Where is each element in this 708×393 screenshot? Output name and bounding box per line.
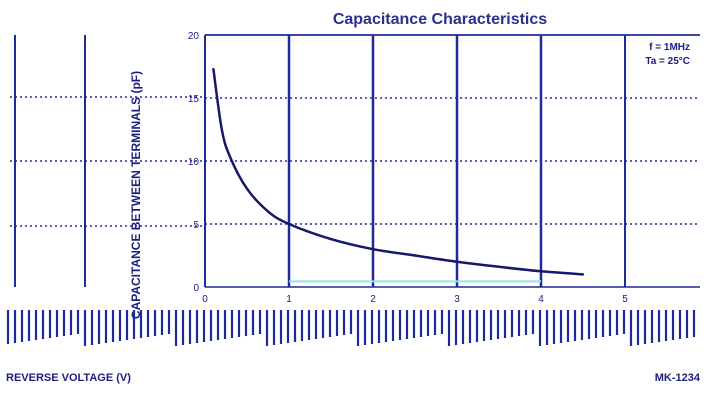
series-point	[497, 265, 501, 269]
series-point	[229, 156, 232, 159]
series-point	[245, 187, 249, 190]
chart-grid	[10, 34, 700, 288]
series-point	[539, 270, 543, 273]
legend-entry: f = 1MHz	[649, 42, 690, 53]
series-point	[413, 254, 417, 257]
x-tick-label: 0	[202, 294, 208, 305]
series-point	[287, 222, 291, 226]
x-axis-label: REVERSE VOLTAGE (V)	[6, 372, 131, 384]
y-tick-label: 10	[188, 157, 200, 168]
x-tick-label: 4	[538, 294, 544, 305]
series-point	[455, 260, 459, 263]
series-point	[371, 248, 375, 251]
y-axis-label: CAPACITANCE BETWEEN TERMINALS (pF)	[129, 71, 143, 319]
chart-ticks: 0 5 10 15 20 0 1 2 3 4 5	[188, 31, 628, 305]
chart-series	[212, 67, 585, 283]
legend-entry: Ta = 25°C	[645, 56, 690, 67]
series-line	[212, 68, 584, 276]
series-point	[581, 273, 585, 276]
series-point	[220, 128, 223, 131]
y-tick-label: 15	[188, 94, 200, 105]
x-tick-label: 2	[370, 294, 376, 305]
x-tick-label: 1	[286, 294, 292, 305]
y-tick-label: 20	[188, 31, 200, 42]
x-tick-label: 3	[454, 294, 460, 305]
y-tick-label: 5	[193, 220, 199, 231]
series-point	[212, 67, 215, 71]
y-tick-label: 0	[193, 283, 199, 294]
chart-title: Capacitance Characteristics	[333, 11, 547, 28]
chart-legend: f = 1MHz Ta = 25°C	[645, 42, 690, 67]
bottom-hatch-band	[6, 310, 696, 346]
part-code: MK-1234	[654, 372, 700, 384]
x-tick-label: 5	[622, 294, 628, 305]
series-point	[329, 237, 333, 241]
series-point	[266, 210, 270, 213]
